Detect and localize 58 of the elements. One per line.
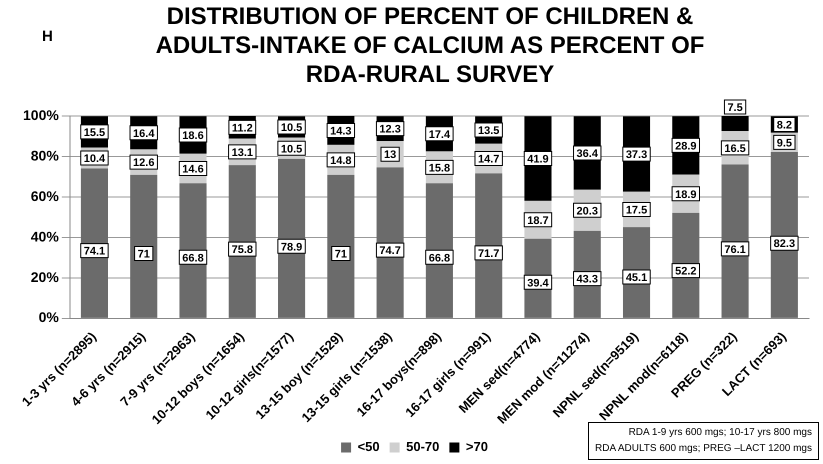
data-label: 7.5	[727, 102, 743, 114]
data-label: 16.4	[133, 128, 156, 140]
data-label: 78.9	[280, 241, 302, 254]
data-label: 13	[384, 149, 396, 162]
data-label: 10.5	[280, 143, 302, 156]
data-label: 12.6	[133, 157, 154, 170]
data-label: 71	[334, 248, 347, 261]
data-label: 18.7	[527, 214, 549, 227]
data-label: 66.8	[428, 252, 450, 264]
legend-label: 50-70	[406, 439, 440, 454]
data-label: 82.3	[774, 238, 796, 250]
data-label: 76.1	[724, 244, 746, 256]
data-label: 16.5	[724, 142, 746, 155]
data-label: 71	[138, 248, 150, 261]
data-label: 66.8	[182, 252, 204, 264]
data-label: 17.4	[428, 128, 451, 141]
data-label: 71.7	[478, 248, 500, 260]
legend-label: >70	[466, 439, 488, 454]
data-label: 37.3	[626, 149, 648, 162]
y-tick-label: 80%	[30, 147, 60, 164]
legend-label: <50	[358, 439, 380, 454]
text: RDA 1-9 yrs 600 mgs; 10-17 yrs 800 mgs	[628, 426, 812, 440]
data-label: 74.1	[84, 246, 106, 258]
y-tick-label: 100%	[22, 107, 60, 124]
data-label: 12.3	[379, 124, 401, 136]
data-label: 36.4	[576, 148, 599, 160]
data-label: 15.8	[428, 162, 450, 174]
y-tick-label: 40%	[30, 228, 60, 244]
chart-title: DISTRIBUTION OF PERCENT OF CHILDREN & ADULTS-INTAKE OF CALCIUM AS PERCENT OF RDA-RURAL SURVEY	[154, 2, 706, 89]
data-label: 39.4	[527, 277, 550, 290]
data-label: 10.4	[84, 153, 106, 166]
text: RDA ADULTS 600 mgs; PREG –LACT 1200 mgs	[595, 442, 812, 456]
data-label: 11.2	[232, 122, 253, 134]
data-label: 10.5	[280, 122, 302, 134]
text: H	[42, 28, 53, 45]
data-label: 45.1	[626, 272, 648, 284]
y-tick-label: 20%	[30, 268, 60, 285]
data-label: 8.2	[776, 120, 792, 132]
data-label: 52.2	[675, 266, 697, 278]
data-label: 13.5	[478, 125, 500, 138]
data-label: 43.3	[576, 274, 598, 286]
data-label: 14.8	[330, 154, 352, 167]
data-label: 20.3	[576, 205, 598, 218]
data-label: 14.6	[182, 164, 204, 176]
data-label: 13.1	[232, 146, 253, 159]
data-label: 41.9	[527, 154, 549, 166]
data-label: 18.9	[675, 188, 697, 201]
data-label: 15.5	[84, 126, 106, 139]
data-label: 17.5	[626, 204, 648, 217]
data-label: 14.7	[478, 154, 500, 166]
data-label: 28.9	[675, 140, 697, 152]
data-label: 18.6	[182, 130, 204, 142]
y-tick-label: 60%	[30, 188, 60, 204]
data-label: 74.7	[379, 245, 401, 258]
y-tick-label: 0%	[38, 309, 60, 326]
data-label: 9.5	[776, 137, 792, 150]
data-label: 14.3	[330, 125, 352, 138]
data-label: 75.8	[232, 244, 253, 256]
